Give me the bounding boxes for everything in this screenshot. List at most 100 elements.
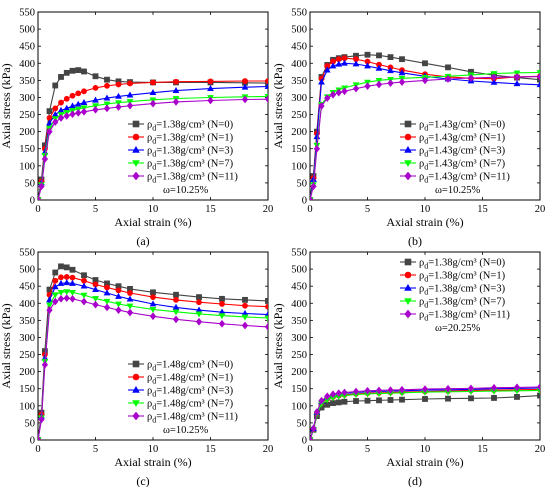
panel-2: 0 50 100 150 200 250 300 350 400 450 500 550 0 5 10 15 2… xyxy=(0,248,273,487)
data-point-4-12 xyxy=(398,78,406,86)
data-point-4-1 xyxy=(38,182,45,191)
data-point-4-10 xyxy=(375,80,383,89)
data-point-1-9 xyxy=(81,88,87,95)
data-point-0-5 xyxy=(330,400,336,406)
x-tick-label: 5 xyxy=(93,444,98,455)
data-point-4-3 xyxy=(46,306,53,314)
data-point-0-13 xyxy=(150,289,156,296)
y-tick-label: 100 xyxy=(19,161,35,172)
data-point-3-6 xyxy=(63,289,71,296)
data-point-0-15 xyxy=(468,395,474,402)
data-point-4-12 xyxy=(115,103,122,111)
data-point-2-7 xyxy=(341,59,348,66)
data-point-0-9 xyxy=(81,68,87,75)
panel-1: 0 50 100 150 200 250 300 350 400 450 500 550 0 5 10 15 2… xyxy=(271,8,545,249)
data-point-1-16 xyxy=(219,301,225,307)
data-point-0-17 xyxy=(242,296,248,303)
series-2 xyxy=(38,82,268,200)
legend-marker-2 xyxy=(132,145,140,153)
data-point-0-14 xyxy=(445,64,451,71)
y-tick-label: 0 xyxy=(30,196,35,207)
y-tick-label: 100 xyxy=(291,401,307,412)
data-point-4-2 xyxy=(313,408,321,416)
series-0 xyxy=(310,392,540,440)
series-2 xyxy=(38,279,268,440)
data-point-2-18 xyxy=(536,81,540,88)
data-point-4-16 xyxy=(207,96,214,105)
data-point-2-5 xyxy=(57,279,65,286)
data-point-4-0 xyxy=(38,196,42,200)
data-point-0-11 xyxy=(104,76,110,83)
data-point-0-8 xyxy=(81,272,87,279)
data-point-2-9 xyxy=(364,62,371,69)
data-point-4-1 xyxy=(310,182,317,191)
data-point-0-5 xyxy=(58,263,64,270)
data-point-4-14 xyxy=(172,315,180,324)
data-point-4-10 xyxy=(375,386,383,395)
data-point-4-15 xyxy=(467,74,475,82)
legend-label-0: ρd=1.43g/cm³ (N=0) xyxy=(419,120,506,133)
data-point-4-18 xyxy=(536,72,540,81)
data-point-4-6 xyxy=(335,389,342,398)
panel-label: (d) xyxy=(408,474,422,487)
data-point-0-13 xyxy=(422,60,428,67)
data-point-4-7 xyxy=(69,294,76,303)
data-point-0-17 xyxy=(514,394,520,400)
legend-marker-3 xyxy=(404,298,412,306)
data-point-2-9 xyxy=(80,98,88,105)
legend-label-1: ρd=1.48g/cm³ (N=1) xyxy=(147,373,234,386)
data-point-1-5 xyxy=(58,99,64,106)
data-point-0-6 xyxy=(63,264,70,271)
y-tick-label: 500 xyxy=(291,25,307,36)
data-point-3-10 xyxy=(103,298,111,305)
data-point-4-5 xyxy=(57,294,65,303)
y-tick-label: 450 xyxy=(19,282,35,293)
y-tick-label: 250 xyxy=(291,110,307,121)
legend-label-4: ρd=1.38g/cm³ (N=11) xyxy=(147,172,238,185)
y-tick-label: 450 xyxy=(291,42,307,53)
legend-label-2: ρd=1.48g/cm³ (N=3) xyxy=(147,386,234,399)
data-point-2-3 xyxy=(318,78,325,85)
y-tick-label: 200 xyxy=(19,367,35,378)
data-point-1-13 xyxy=(150,294,156,301)
data-point-2-11 xyxy=(103,94,111,101)
data-point-4-12 xyxy=(398,385,406,394)
x-tick-label: 20 xyxy=(263,444,274,455)
y-axis-label: Axial stress (kPa) xyxy=(0,303,13,388)
data-point-4-5 xyxy=(57,114,65,122)
data-point-4-6 xyxy=(335,88,342,97)
data-point-0-18 xyxy=(265,297,268,304)
legend-marker-4 xyxy=(132,171,140,181)
legend-label-1: ρd=1.38g/cm³ (N=1) xyxy=(419,271,506,284)
data-point-1-7 xyxy=(69,274,76,281)
data-point-2-18 xyxy=(264,82,268,89)
y-tick-label: 150 xyxy=(19,144,35,155)
data-point-3-11 xyxy=(103,101,111,108)
legend-marker-0 xyxy=(404,120,412,128)
y-tick-label: 550 xyxy=(291,8,307,19)
x-tick-label: 20 xyxy=(535,444,546,455)
data-point-4-4 xyxy=(52,118,59,126)
data-point-3-14 xyxy=(172,309,180,316)
x-axis-label: Axial strain (%) xyxy=(114,215,191,229)
data-point-4-0 xyxy=(310,196,314,200)
data-point-4-5 xyxy=(329,390,337,399)
data-point-1-5 xyxy=(58,274,64,281)
legend-marker-2 xyxy=(404,283,412,291)
data-point-2-16 xyxy=(207,84,214,91)
data-point-4-8 xyxy=(75,108,82,117)
legend-marker-2 xyxy=(132,385,140,393)
x-tick-label: 5 xyxy=(365,444,370,455)
y-tick-label: 50 xyxy=(25,178,36,189)
data-point-3-8 xyxy=(80,292,88,299)
x-tick-label: 5 xyxy=(365,204,370,215)
y-tick-label: 300 xyxy=(19,333,35,344)
x-tick-label: 15 xyxy=(477,444,488,455)
data-point-1-18 xyxy=(265,78,268,84)
y-tick-label: 300 xyxy=(291,93,307,104)
y-tick-label: 300 xyxy=(19,93,35,104)
legend-label-1: ρd=1.38g/cm³ (N=1) xyxy=(147,133,234,146)
annotation-note: ω=10.25% xyxy=(163,425,208,436)
data-point-2-12 xyxy=(398,69,406,76)
y-tick-label: 550 xyxy=(19,8,35,19)
